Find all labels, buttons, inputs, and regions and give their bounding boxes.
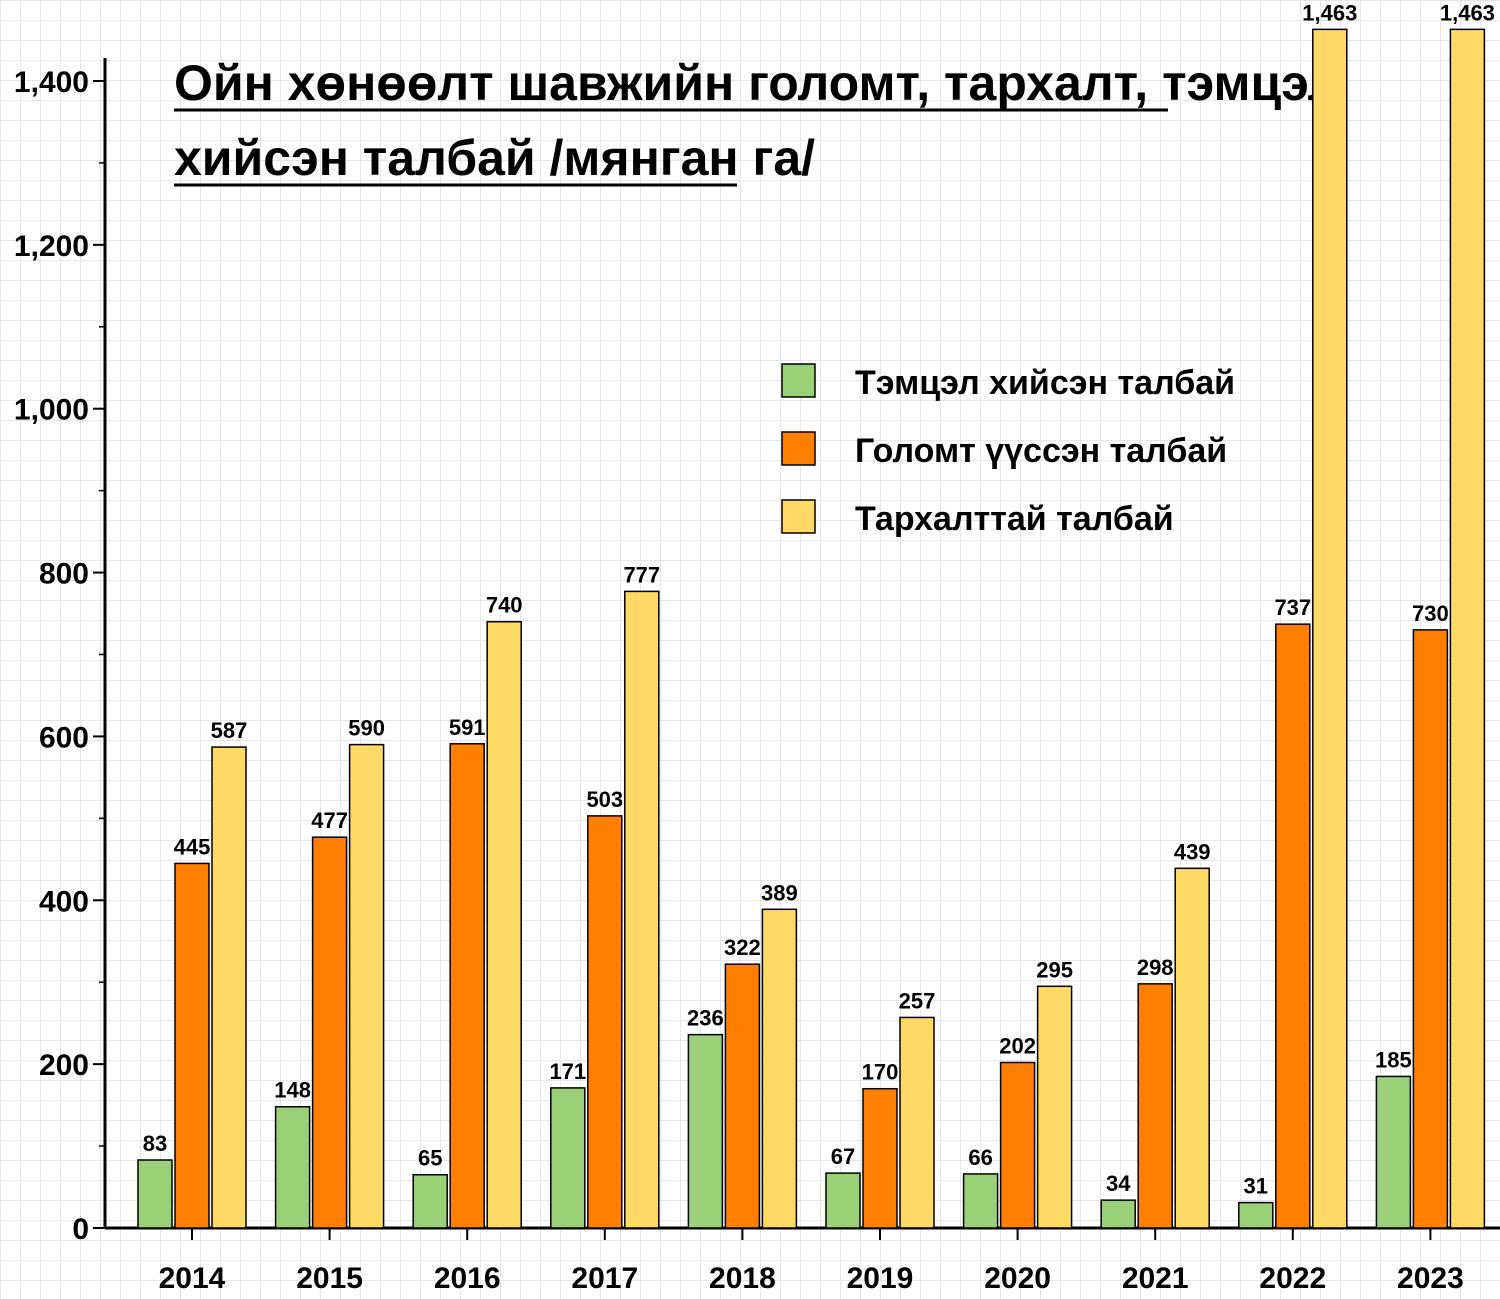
chart-title: Ойн хөнөөлт шавжийн голомт, тархалт, тэм… [174,55,1339,187]
bar [1174,867,1210,1229]
value-label: 257 [899,988,936,1013]
value-label: 1,463 [1440,0,1495,25]
bar [486,620,522,1229]
value-label: 740 [486,593,523,618]
bar [449,743,485,1229]
bar [1375,1075,1412,1229]
value-label: 477 [311,808,348,833]
value-label: 31 [1244,1174,1268,1199]
y-tick-label: 400 [39,885,89,918]
value-label: 737 [1274,595,1311,620]
bar [137,1159,173,1229]
y-tick-label: 1,400 [14,66,89,99]
bar [862,1087,898,1229]
value-label: 65 [418,1146,442,1171]
bar [962,1173,999,1229]
bar [211,746,247,1229]
value-label: 236 [687,1006,724,1031]
bar [550,1087,586,1229]
legend-swatch [781,499,816,534]
x-tick-label: 2014 [159,1262,226,1295]
legend-label: Голомт үүссэн талбай [855,432,1227,470]
value-label: 1,463 [1302,0,1357,25]
bar [412,1173,448,1229]
value-label: 295 [1036,957,1073,982]
value-label: 67 [831,1144,855,1169]
x-tick-label: 2017 [571,1262,638,1295]
bar [1449,28,1486,1229]
bar [825,1172,861,1229]
x-tick-label: 2016 [434,1262,501,1295]
bar [1275,623,1311,1229]
value-label: 389 [761,880,798,905]
value-label: 503 [586,787,623,812]
value-label: 66 [968,1145,992,1170]
value-label: 185 [1375,1047,1412,1072]
value-label: 298 [1137,955,1174,980]
y-axis: 0 200 400 600 800 1,000 1,200 1,400 [14,58,107,1246]
y-tick-label: 0 [72,1213,89,1246]
value-label: 590 [348,716,385,741]
x-tick-label: 2019 [847,1262,914,1295]
y-tick-label: 800 [39,558,89,591]
value-labels: 83 445 587 148 477 590 65 591 740 171 503 777 236 322… [143,0,1495,1198]
bar [1100,1199,1136,1229]
y-tick-label: 1,200 [14,230,89,263]
chart-title-line-1: Ойн хөнөөлт шавжийн голомт, тархалт, тэм… [174,55,1339,111]
x-axis: 2014 2015 2016 2017 2018 2019 2020 2021 2022 2023 [105,1226,1500,1295]
y-tick-label: 1,000 [14,394,89,427]
value-label: 591 [449,715,486,740]
value-label: 148 [274,1078,311,1103]
legend-swatch [781,431,816,466]
bar [999,1061,1036,1229]
chart-title-line-2: хийсэн талбай /мянган га/ [174,130,815,186]
x-tick-label: 2022 [1259,1262,1326,1295]
bar [624,590,660,1229]
value-label: 587 [211,718,248,743]
bar [311,836,348,1229]
x-tick-label: 2020 [984,1262,1051,1295]
bar [174,862,210,1229]
value-label: 439 [1174,839,1211,864]
bars [137,28,1486,1229]
value-label: 322 [724,935,761,960]
bar [1312,28,1348,1229]
bar [687,1033,724,1229]
legend: Тэмцэл хийсэн талбай Голомт үүссэн талбай… [781,363,1235,538]
bar [348,743,385,1229]
x-tick-label: 2021 [1122,1262,1189,1295]
value-label: 777 [623,562,660,587]
bar [899,1016,935,1229]
bar [1036,985,1073,1229]
legend-label: Тархалттай талбай [855,500,1174,538]
value-label: 171 [549,1059,586,1084]
bar [274,1105,311,1229]
x-tick-label: 2015 [296,1262,363,1295]
y-tick-label: 200 [39,1049,89,1082]
x-tick-label: 2018 [709,1262,776,1295]
x-tick-label: 2023 [1397,1262,1464,1295]
bar [1238,1201,1274,1229]
value-label: 202 [999,1034,1036,1059]
legend-swatch [781,363,816,398]
value-label: 445 [174,834,211,859]
bar [1412,629,1449,1229]
value-label: 170 [862,1060,899,1085]
bar [1137,983,1173,1229]
value-label: 730 [1412,601,1449,626]
bar [587,815,623,1229]
legend-label: Тэмцэл хийсэн талбай [855,364,1235,402]
bar [724,963,761,1229]
value-label: 83 [143,1131,167,1156]
y-tick-label: 600 [39,721,89,754]
value-label: 34 [1106,1171,1131,1196]
bar [761,908,798,1229]
